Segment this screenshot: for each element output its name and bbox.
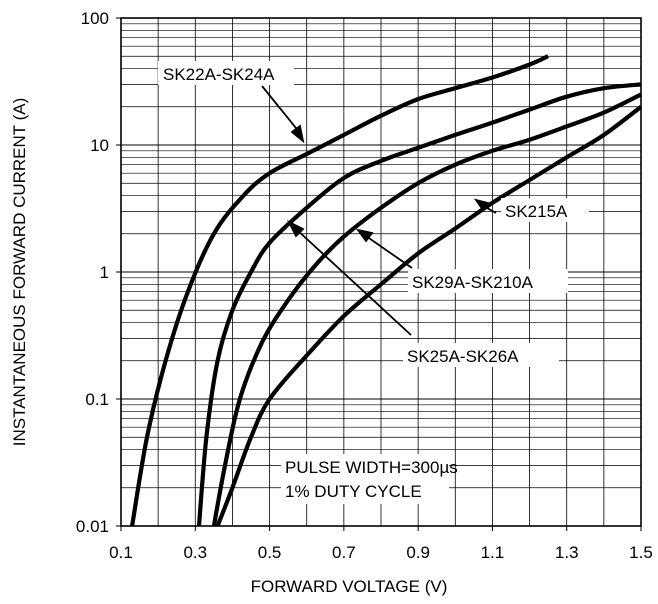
arrow-sk25a-line	[295, 228, 412, 336]
series-label-sk215a: SK215A	[505, 202, 568, 221]
arrow-sk25a-head	[286, 219, 305, 238]
y-axis-ticks: 0.01 0.1 1 10 100	[76, 9, 121, 536]
y-tick-label: 100	[81, 9, 109, 28]
note-bg	[281, 454, 449, 504]
arrow-sk22a-line	[261, 85, 301, 134]
series-line-sk25a-sk26a	[196, 82, 642, 527]
arrow-sk29a-head	[355, 228, 374, 243]
x-axis-ticks: 0.1 0.3 0.5 0.7 0.9 1.1 1.3 1.5	[109, 526, 653, 562]
x-tick-label: 1.5	[629, 543, 653, 562]
series-line-sk29a-sk210a	[211, 92, 642, 527]
y-tick-label: 10	[90, 136, 109, 155]
label-bg-sk215a	[501, 198, 589, 222]
y-tick-label: 0.1	[85, 390, 109, 409]
x-tick-label: 0.5	[258, 543, 282, 562]
series-layer	[130, 54, 643, 527]
x-tick-label: 0.1	[109, 543, 133, 562]
x-axis-label: FORWARD VOLTAGE (V)	[251, 577, 448, 596]
arrow-sk22a-head	[290, 124, 305, 144]
series-label-sk29a-sk210a: SK29A-SK210A	[412, 273, 534, 292]
x-tick-label: 0.9	[406, 543, 430, 562]
label-bg-sk22a	[158, 61, 294, 85]
label-bg-sk29a	[408, 269, 568, 293]
x-tick-label: 0.7	[332, 543, 356, 562]
x-tick-label: 1.3	[555, 543, 579, 562]
series-line-sk215a	[215, 105, 643, 527]
arrow-sk29a-line	[365, 235, 413, 269]
x-tick-label: 0.3	[183, 543, 207, 562]
note-pulse-width: PULSE WIDTH=300µs	[285, 458, 458, 477]
series-label-sk22a-sk24a: SK22A-SK24A	[163, 65, 275, 84]
arrow-sk215a-head	[473, 198, 490, 212]
note-duty-cycle: 1% DUTY CYCLE	[285, 482, 422, 501]
y-axis-label: INSTANTANEOUS FORWARD CURRENT (A)	[10, 98, 29, 447]
x-tick-label: 1.1	[481, 543, 505, 562]
label-bg-sk25a	[403, 343, 559, 367]
annotation-arrows	[261, 85, 497, 336]
series-line-sk22a-sk24a	[130, 54, 549, 527]
y-tick-label: 0.01	[76, 517, 109, 536]
y-tick-label: 1	[100, 263, 109, 282]
series-label-sk25a-sk26a: SK25A-SK26A	[407, 347, 519, 366]
